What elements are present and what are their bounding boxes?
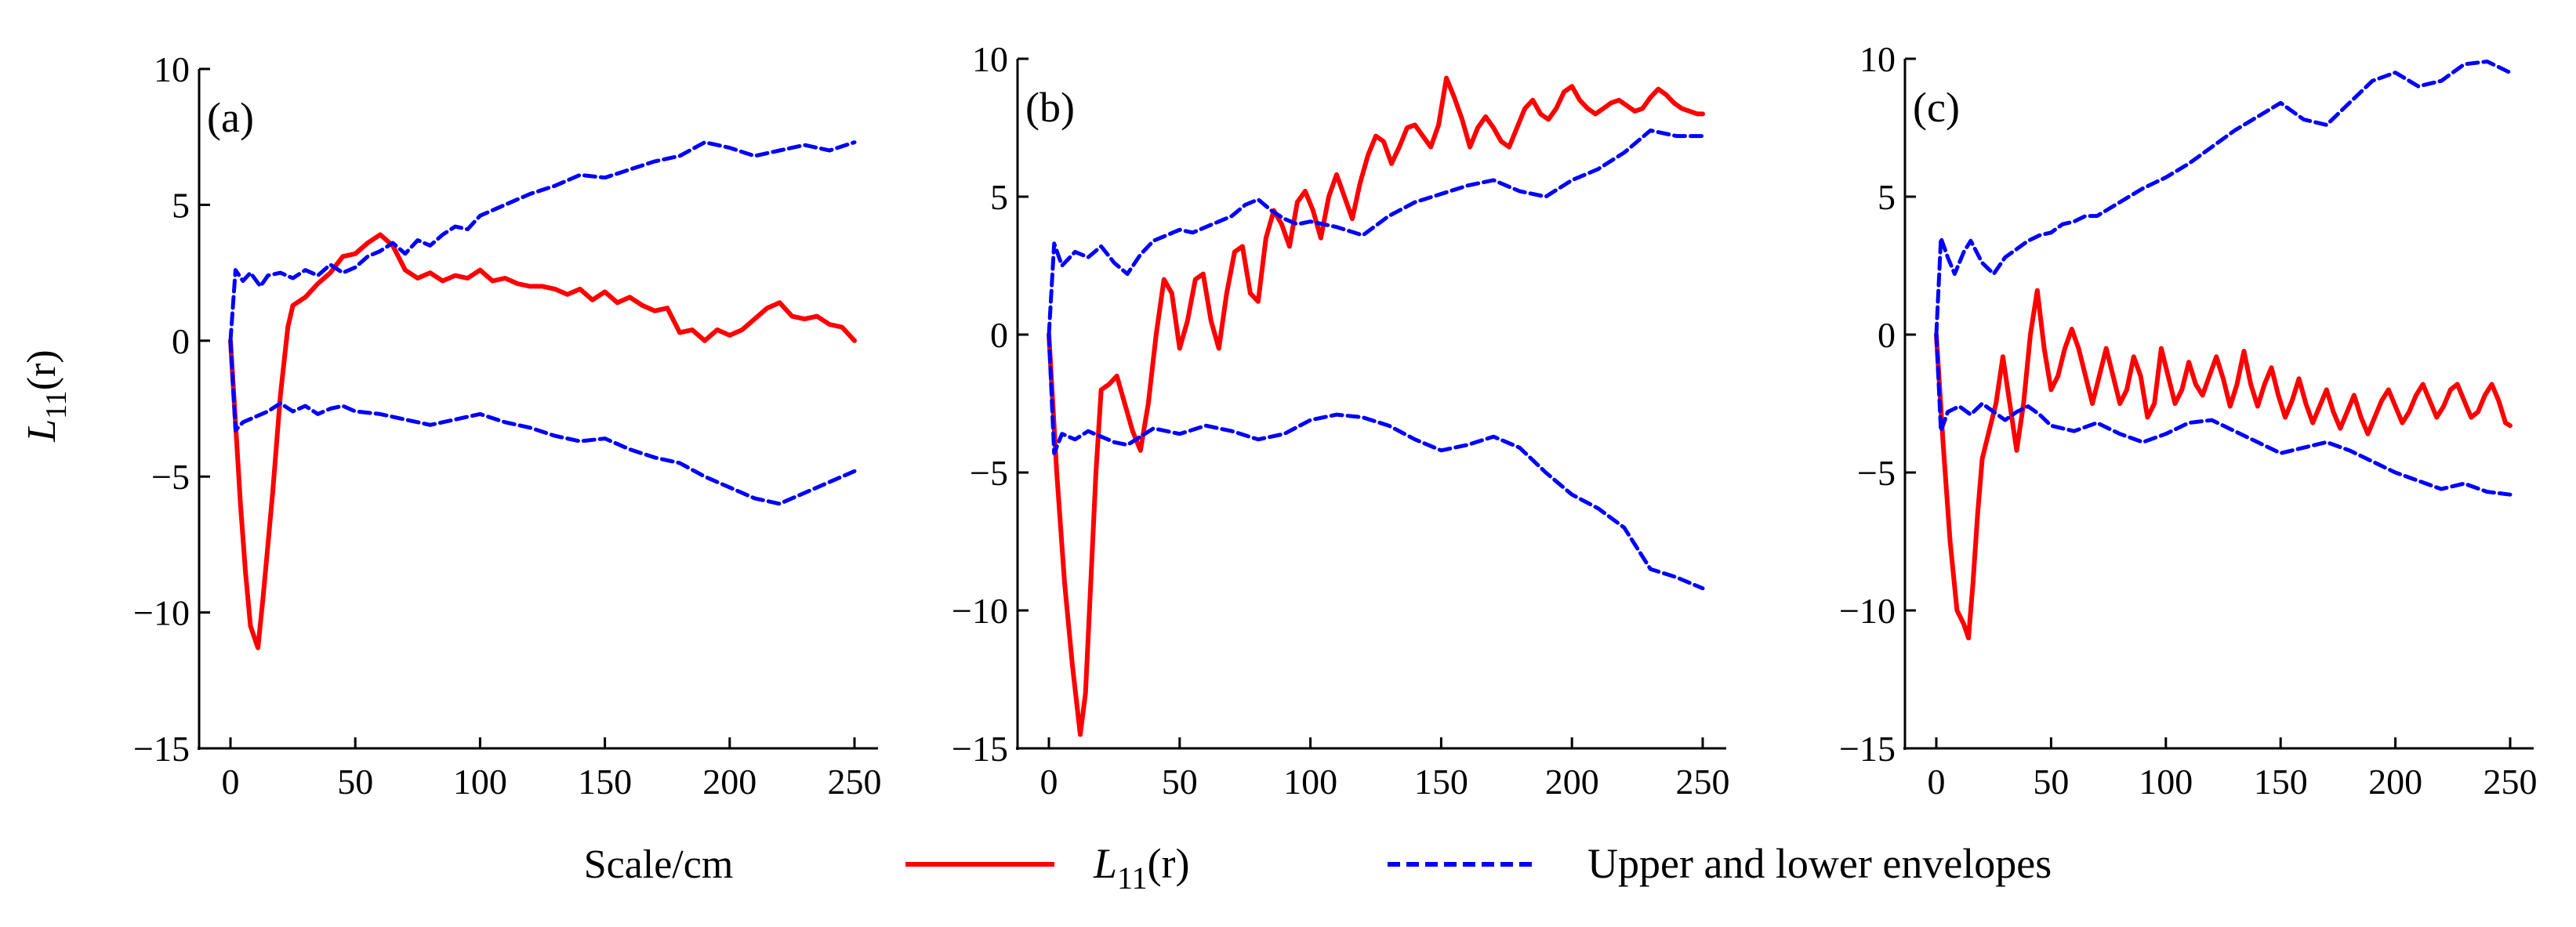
series-line-l11 (228, 232, 857, 650)
y-tick-label: 0 (1878, 315, 1896, 355)
y-tick-label: −10 (133, 593, 190, 633)
legend-label-l11-tail: (r) (1148, 840, 1190, 887)
x-tick-label: 200 (2368, 762, 2422, 802)
y-tick-label: −10 (952, 591, 1008, 631)
y-tick-label: 10 (154, 49, 190, 89)
legend: L11(r) Upper and lower envelopes (905, 840, 2052, 896)
series-line-upper-envelope (1934, 60, 2513, 337)
y-tick-label: 10 (972, 39, 1008, 79)
x-tick-label: 100 (453, 762, 507, 802)
y-axis-label-main: L (20, 419, 64, 443)
x-axis-label: Scale/cm (584, 842, 734, 887)
x-tick-label: 0 (222, 762, 240, 802)
y-axis-label-sub: 11 (40, 390, 73, 419)
x-tick-label: 50 (2033, 762, 2069, 802)
y-tick-label: 5 (990, 177, 1008, 217)
y-tick-label: −15 (1839, 729, 1896, 769)
y-tick-label: 5 (1878, 177, 1896, 217)
y-tick-label: −10 (1839, 591, 1896, 631)
x-tick-label: 200 (1545, 762, 1599, 802)
y-tick-label: −5 (1857, 453, 1896, 493)
y-axis-label-tail: (r) (20, 349, 64, 390)
legend-label-l11: L11(r) (1093, 840, 1190, 896)
x-tick-label: 50 (337, 762, 373, 802)
x-tick-label: 150 (1414, 762, 1468, 802)
x-tick-label: 100 (1283, 762, 1337, 802)
y-tick-label: 0 (990, 315, 1008, 355)
panel-label: (a) (207, 94, 254, 141)
y-tick-label: 0 (172, 321, 190, 361)
y-tick-label: 10 (1859, 39, 1896, 79)
series-line-l11 (1047, 75, 1705, 737)
x-tick-label: 250 (2483, 762, 2538, 802)
series-line-lower-envelope (228, 339, 857, 506)
x-tick-label: 100 (2139, 762, 2193, 802)
panel-label: (b) (1025, 84, 1075, 131)
series-line-upper-envelope (228, 140, 857, 343)
legend-label-envelope: Upper and lower envelopes (1587, 840, 2052, 887)
y-axis-label: L11(r) (20, 349, 73, 442)
x-tick-label: 0 (1040, 762, 1058, 802)
y-tick-label: −15 (952, 729, 1008, 769)
legend-label-l11-main: L (1093, 840, 1117, 887)
x-tick-label: 150 (578, 762, 632, 802)
panel-label: (c) (1913, 84, 1960, 131)
legend-label-l11-sub: 11 (1117, 860, 1148, 896)
x-tick-label: 50 (1162, 762, 1198, 802)
x-tick-label: 250 (828, 762, 882, 802)
series-line-l11 (1934, 288, 2513, 641)
series-line-lower-envelope (1934, 332, 2513, 497)
y-tick-label: −15 (133, 729, 190, 769)
series-line-upper-envelope (1047, 129, 1705, 337)
x-tick-label: 250 (1676, 762, 1730, 802)
x-tick-label: 150 (2254, 762, 2308, 802)
y-tick-label: −5 (151, 457, 190, 497)
y-tick-label: 5 (172, 185, 190, 225)
x-tick-label: 0 (1928, 762, 1946, 802)
series-line-lower-envelope (1047, 332, 1705, 591)
y-tick-label: −5 (970, 453, 1008, 493)
x-tick-label: 200 (702, 762, 756, 802)
